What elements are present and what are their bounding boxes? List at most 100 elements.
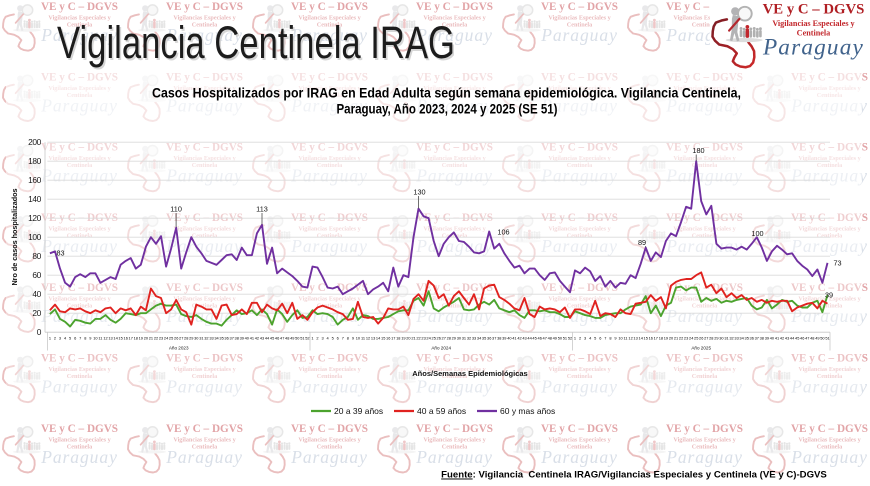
svg-text:35: 35 bbox=[745, 336, 749, 341]
svg-text:49: 49 bbox=[290, 336, 294, 341]
svg-text:18: 18 bbox=[659, 336, 663, 341]
svg-text:43: 43 bbox=[785, 336, 789, 341]
svg-text:41: 41 bbox=[250, 336, 254, 341]
svg-text:11: 11 bbox=[623, 336, 627, 341]
svg-text:60: 60 bbox=[32, 270, 41, 280]
svg-text:29: 29 bbox=[714, 336, 718, 341]
svg-text:29: 29 bbox=[189, 336, 193, 341]
svg-text:31: 31 bbox=[462, 336, 466, 341]
svg-text:Paraguay, Año 2023, 2024 y 202: Paraguay, Año 2023, 2024 y 2025 (SE 51) bbox=[337, 101, 558, 117]
svg-text:51: 51 bbox=[825, 336, 829, 341]
svg-text:Vigilancia Centinela IRAG: Vigilancia Centinela IRAG bbox=[59, 19, 457, 70]
svg-text:15: 15 bbox=[381, 336, 385, 341]
svg-text:12: 12 bbox=[366, 336, 370, 341]
svg-text:20: 20 bbox=[406, 336, 411, 341]
svg-text:14: 14 bbox=[639, 336, 644, 341]
svg-text:3: 3 bbox=[322, 336, 324, 341]
svg-text:Año 2025: Año 2025 bbox=[691, 346, 711, 351]
svg-text:34: 34 bbox=[214, 336, 219, 341]
svg-text:16: 16 bbox=[386, 336, 390, 341]
svg-text:20: 20 bbox=[32, 308, 41, 318]
svg-text:1: 1 bbox=[311, 336, 313, 341]
svg-text:8: 8 bbox=[347, 336, 349, 341]
svg-text:Año 2023: Año 2023 bbox=[169, 346, 189, 351]
svg-text:3: 3 bbox=[59, 336, 61, 341]
svg-text:30: 30 bbox=[194, 336, 199, 341]
svg-text:13: 13 bbox=[371, 336, 375, 341]
svg-text:44: 44 bbox=[790, 336, 795, 341]
svg-text:48: 48 bbox=[548, 336, 552, 341]
svg-text:50: 50 bbox=[820, 336, 825, 341]
svg-text:7: 7 bbox=[79, 336, 81, 341]
svg-text:5: 5 bbox=[332, 336, 334, 341]
svg-text:10: 10 bbox=[618, 336, 623, 341]
svg-text:200: 200 bbox=[28, 137, 42, 147]
svg-text:4: 4 bbox=[589, 336, 592, 341]
svg-text:45: 45 bbox=[795, 336, 799, 341]
svg-text:9: 9 bbox=[614, 336, 616, 341]
svg-text:25: 25 bbox=[169, 336, 173, 341]
svg-text:180: 180 bbox=[28, 156, 42, 166]
svg-text:6: 6 bbox=[599, 336, 601, 341]
svg-text:113: 113 bbox=[256, 205, 268, 214]
svg-text:48: 48 bbox=[285, 336, 289, 341]
svg-text:49: 49 bbox=[553, 336, 557, 341]
svg-text:9: 9 bbox=[352, 336, 354, 341]
svg-text:37: 37 bbox=[230, 336, 234, 341]
svg-text:Año 2024: Año 2024 bbox=[431, 346, 451, 351]
svg-text:30: 30 bbox=[457, 336, 462, 341]
svg-text:32: 32 bbox=[467, 336, 471, 341]
svg-text:36: 36 bbox=[224, 336, 228, 341]
svg-text:27: 27 bbox=[704, 336, 708, 341]
svg-text:25: 25 bbox=[432, 336, 436, 341]
svg-text:16: 16 bbox=[649, 336, 653, 341]
svg-text:13: 13 bbox=[108, 336, 112, 341]
svg-text:20 a 39 años: 20 a 39 años bbox=[334, 406, 383, 416]
svg-text:52: 52 bbox=[305, 336, 309, 341]
svg-text:41: 41 bbox=[775, 336, 779, 341]
svg-text:38: 38 bbox=[497, 336, 501, 341]
svg-text:32: 32 bbox=[204, 336, 208, 341]
svg-text:29: 29 bbox=[452, 336, 456, 341]
svg-text:44: 44 bbox=[265, 336, 270, 341]
svg-text:14: 14 bbox=[376, 336, 381, 341]
svg-text:100: 100 bbox=[751, 229, 763, 238]
svg-text:130: 130 bbox=[413, 188, 425, 197]
svg-text:9: 9 bbox=[89, 336, 91, 341]
svg-text:7: 7 bbox=[342, 336, 344, 341]
svg-text:Años/Semanas Epidemiológicas: Años/Semanas Epidemiológicas bbox=[412, 369, 527, 378]
svg-text:18: 18 bbox=[396, 336, 400, 341]
svg-text:11: 11 bbox=[98, 336, 102, 341]
svg-text:80: 80 bbox=[32, 251, 41, 261]
svg-text:50: 50 bbox=[558, 336, 563, 341]
svg-text:39: 39 bbox=[240, 336, 244, 341]
svg-text:2: 2 bbox=[579, 336, 581, 341]
svg-text:21: 21 bbox=[149, 336, 153, 341]
svg-text:24: 24 bbox=[689, 336, 694, 341]
svg-text:26: 26 bbox=[174, 336, 178, 341]
svg-text:42: 42 bbox=[255, 336, 259, 341]
svg-text:31: 31 bbox=[199, 336, 203, 341]
svg-text:19: 19 bbox=[664, 336, 668, 341]
svg-text:83: 83 bbox=[57, 249, 65, 258]
svg-text:27: 27 bbox=[442, 336, 446, 341]
svg-text:100: 100 bbox=[28, 232, 42, 242]
svg-text:6: 6 bbox=[74, 336, 76, 341]
svg-text:Nro de casos hospitalizados: Nro de casos hospitalizados bbox=[10, 188, 19, 285]
svg-text:21: 21 bbox=[411, 336, 415, 341]
svg-text:47: 47 bbox=[805, 336, 809, 341]
svg-text:8: 8 bbox=[609, 336, 611, 341]
svg-text:33: 33 bbox=[472, 336, 476, 341]
svg-text:49: 49 bbox=[815, 336, 819, 341]
svg-text:19: 19 bbox=[401, 336, 405, 341]
svg-text:47: 47 bbox=[280, 336, 284, 341]
svg-text:39: 39 bbox=[502, 336, 506, 341]
svg-text:33: 33 bbox=[734, 336, 738, 341]
svg-text:4: 4 bbox=[327, 336, 330, 341]
svg-text:22: 22 bbox=[154, 336, 158, 341]
svg-text:20: 20 bbox=[144, 336, 149, 341]
svg-text:16: 16 bbox=[124, 336, 128, 341]
svg-text:32: 32 bbox=[729, 336, 733, 341]
svg-text:0: 0 bbox=[37, 327, 42, 337]
svg-text:42: 42 bbox=[517, 336, 521, 341]
